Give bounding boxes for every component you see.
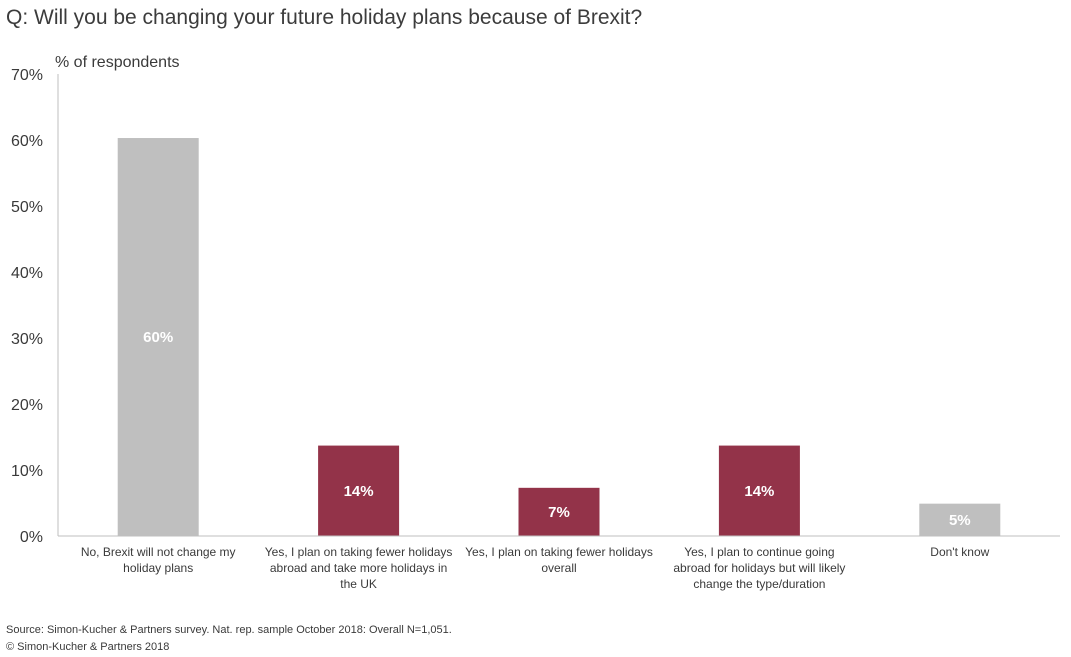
y-axis-ticks: 0% 10% 20% 30% 40% 50% 60% 70% — [11, 67, 43, 546]
y-tick-label: 20% — [11, 397, 43, 414]
copyright-note: © Simon-Kucher & Partners 2018 — [6, 641, 170, 653]
y-tick-label: 60% — [11, 133, 43, 150]
y-tick-label: 70% — [11, 67, 43, 84]
category-label: Yes, I plan on taking fewer holidays over… — [465, 545, 653, 575]
y-axis-label: % of respondents — [55, 54, 180, 71]
chart-title: Q: Will you be changing your future holi… — [6, 6, 643, 29]
bar-value-label: 14% — [744, 483, 774, 500]
bar — [518, 487, 600, 536]
x-axis-labels: No, Brexit will not change my holiday pla… — [81, 545, 990, 591]
y-tick-label: 0% — [20, 529, 43, 546]
y-tick-label: 50% — [11, 199, 43, 216]
bar-chart: % of respondents 0% 10% 20% 30% 40% 50% 60% 70%… — [11, 54, 1060, 591]
source-note: Source: Simon-Kucher & Partners survey. … — [6, 624, 452, 636]
bar — [318, 445, 400, 536]
category-label: Don't know — [930, 545, 989, 559]
bars — [117, 138, 1001, 536]
bar — [718, 445, 800, 536]
category-label: No, Brexit will not change my holiday pla… — [81, 545, 236, 575]
bar — [919, 503, 1001, 536]
bar-value-label: 7% — [548, 504, 570, 521]
bar-value-label: 5% — [949, 512, 971, 529]
bar — [117, 138, 199, 536]
category-label: Yes, I plan to continue going abroad for … — [673, 545, 845, 591]
category-label: Yes, I plan on taking fewer holidays abro… — [265, 545, 453, 591]
footer: Source: Simon-Kucher & Partners survey. … — [6, 622, 452, 656]
y-tick-label: 40% — [11, 265, 43, 282]
y-tick-label: 30% — [11, 331, 43, 348]
bar-value-label: 60% — [143, 329, 173, 346]
bar-value-label: 14% — [344, 483, 374, 500]
bar-data-labels: 60% 14% 7% 14% 5% — [143, 329, 970, 529]
y-tick-label: 10% — [11, 463, 43, 480]
